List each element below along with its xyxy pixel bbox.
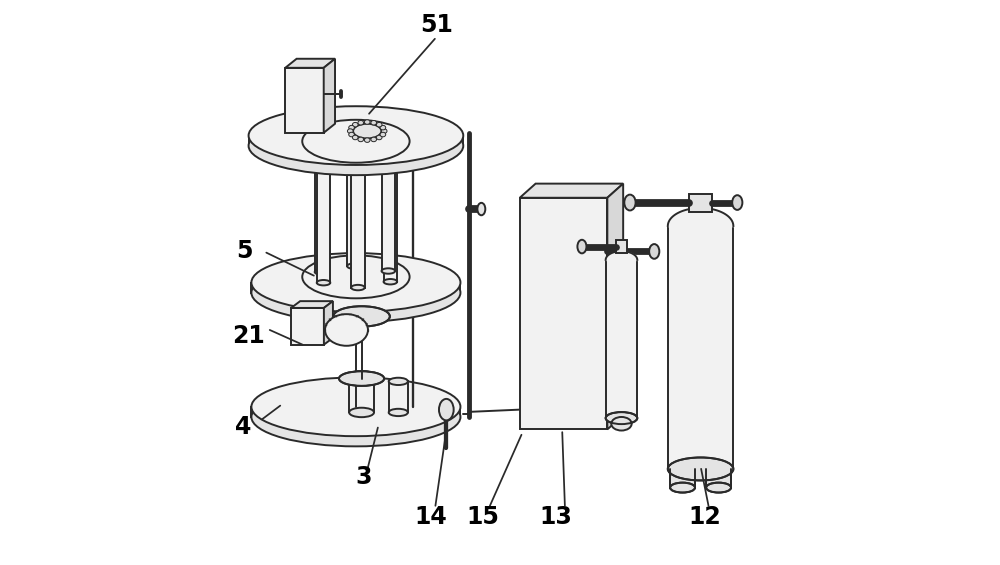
Ellipse shape	[649, 244, 659, 259]
Ellipse shape	[251, 263, 460, 322]
Ellipse shape	[333, 306, 390, 327]
Polygon shape	[520, 184, 623, 198]
Ellipse shape	[249, 106, 463, 165]
Ellipse shape	[353, 124, 381, 138]
Polygon shape	[251, 407, 460, 417]
Text: 14: 14	[415, 505, 447, 529]
Bar	[689, 193, 712, 211]
Ellipse shape	[376, 135, 382, 140]
Bar	[670, 469, 695, 488]
Ellipse shape	[606, 412, 637, 424]
Ellipse shape	[611, 417, 632, 431]
Ellipse shape	[302, 255, 410, 298]
Bar	[616, 240, 627, 253]
Ellipse shape	[380, 125, 386, 130]
Ellipse shape	[251, 388, 460, 446]
Ellipse shape	[302, 120, 410, 163]
Ellipse shape	[347, 129, 353, 133]
Text: 12: 12	[688, 505, 721, 529]
Ellipse shape	[349, 371, 374, 380]
Text: 4: 4	[235, 415, 251, 438]
Ellipse shape	[364, 138, 370, 142]
Polygon shape	[324, 59, 335, 133]
Ellipse shape	[389, 378, 408, 385]
Polygon shape	[384, 146, 397, 282]
Ellipse shape	[339, 371, 384, 386]
Polygon shape	[249, 136, 463, 146]
Ellipse shape	[249, 116, 463, 175]
Text: 13: 13	[539, 505, 572, 529]
Text: 21: 21	[232, 324, 265, 348]
Ellipse shape	[382, 133, 395, 138]
Ellipse shape	[315, 270, 328, 275]
Ellipse shape	[358, 137, 364, 142]
Ellipse shape	[351, 285, 365, 290]
Polygon shape	[285, 59, 335, 68]
Ellipse shape	[325, 314, 368, 346]
Ellipse shape	[624, 194, 636, 210]
Ellipse shape	[251, 377, 460, 436]
Polygon shape	[382, 136, 395, 271]
Ellipse shape	[577, 240, 586, 253]
Polygon shape	[315, 136, 328, 272]
Polygon shape	[251, 282, 460, 293]
Ellipse shape	[371, 137, 377, 142]
Ellipse shape	[384, 144, 397, 149]
Polygon shape	[291, 301, 333, 308]
Ellipse shape	[351, 149, 365, 155]
Ellipse shape	[251, 253, 460, 312]
Ellipse shape	[352, 123, 358, 127]
Ellipse shape	[315, 134, 328, 139]
Ellipse shape	[349, 132, 354, 137]
Ellipse shape	[349, 125, 354, 130]
Polygon shape	[324, 301, 333, 345]
Ellipse shape	[380, 132, 386, 137]
Ellipse shape	[358, 120, 364, 125]
Bar	[520, 198, 607, 429]
Ellipse shape	[371, 120, 377, 125]
Text: 51: 51	[420, 14, 453, 37]
Bar	[291, 308, 324, 345]
Ellipse shape	[317, 280, 330, 285]
Ellipse shape	[732, 195, 742, 210]
Polygon shape	[668, 226, 733, 469]
Ellipse shape	[347, 263, 361, 269]
Polygon shape	[607, 184, 623, 429]
Ellipse shape	[352, 135, 358, 140]
Ellipse shape	[317, 145, 330, 150]
Ellipse shape	[384, 279, 397, 284]
Polygon shape	[351, 152, 365, 288]
Ellipse shape	[376, 123, 382, 127]
Bar	[706, 469, 731, 488]
Polygon shape	[349, 376, 374, 412]
Ellipse shape	[347, 128, 361, 133]
Polygon shape	[317, 147, 330, 282]
Ellipse shape	[706, 483, 731, 493]
Ellipse shape	[382, 268, 395, 273]
Polygon shape	[389, 381, 408, 412]
Text: 15: 15	[467, 505, 499, 529]
Ellipse shape	[389, 409, 408, 416]
Ellipse shape	[477, 203, 485, 215]
Polygon shape	[347, 131, 361, 266]
Ellipse shape	[364, 120, 370, 124]
Ellipse shape	[381, 129, 387, 133]
Polygon shape	[606, 260, 637, 418]
Ellipse shape	[439, 399, 454, 420]
Ellipse shape	[349, 408, 374, 417]
Bar	[285, 68, 324, 133]
Ellipse shape	[670, 483, 695, 493]
Ellipse shape	[668, 458, 733, 480]
Text: 3: 3	[355, 466, 372, 489]
Text: 5: 5	[236, 240, 253, 263]
